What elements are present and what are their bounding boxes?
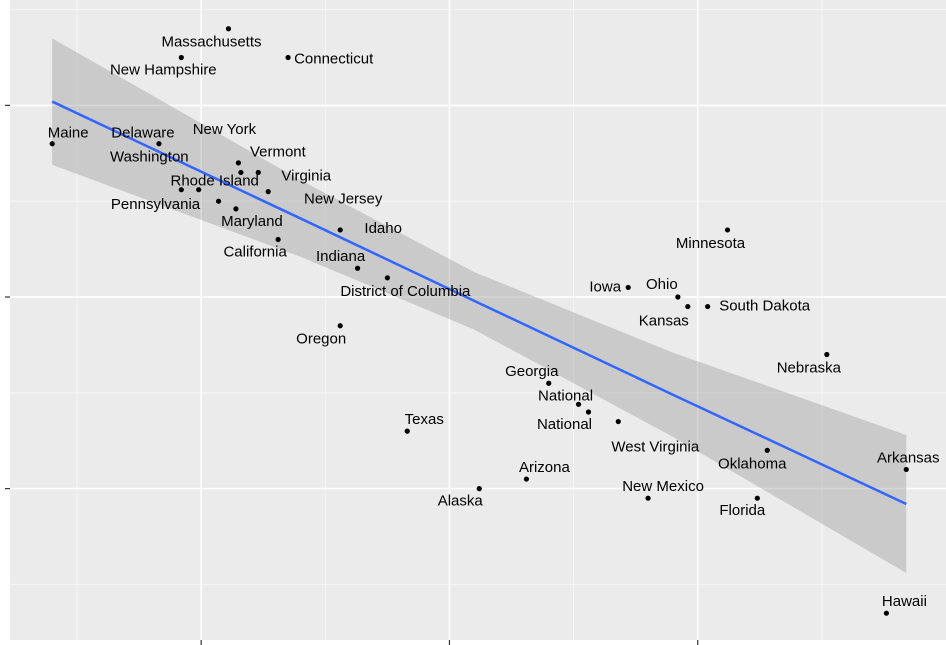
point-label: Minnesota: [676, 235, 746, 252]
point-label: Rhode Island: [170, 173, 258, 190]
point-label: National: [538, 387, 593, 404]
point-label: Indiana: [316, 248, 366, 265]
point: [238, 169, 244, 176]
point: [476, 486, 482, 492]
point: [49, 141, 55, 147]
point: [754, 495, 760, 501]
point: [705, 303, 711, 310]
point-label: Georgia: [505, 363, 559, 380]
point-label: Hawaii: [882, 593, 927, 610]
point: [546, 380, 552, 386]
point: [645, 495, 651, 501]
point: [615, 418, 621, 425]
point: [354, 265, 361, 271]
point: [156, 141, 162, 147]
point-label: Texas: [405, 411, 444, 428]
point: [523, 476, 530, 482]
point-label: Oklahoma: [718, 455, 787, 472]
point: [337, 227, 343, 233]
point-label: Arizona: [519, 459, 571, 476]
point-label: Connecticut: [294, 50, 374, 67]
point: [225, 26, 232, 32]
point-label: Iowa: [589, 278, 621, 295]
point: [337, 323, 343, 329]
point: [235, 160, 242, 166]
point: [384, 275, 390, 281]
point-label: West Virginia: [611, 439, 699, 456]
point: [883, 610, 890, 616]
point-label: Maryland: [221, 213, 283, 230]
confidence-band: [52, 38, 907, 573]
point: [824, 351, 830, 358]
plot-background: [10, 0, 946, 640]
point-label: Virginia: [281, 167, 331, 184]
point-label: Oregon: [296, 331, 346, 348]
point-label: South Dakota: [719, 298, 811, 315]
point-label: District of Columbia: [340, 283, 471, 300]
point-label: Maine: [48, 125, 89, 142]
point: [255, 169, 261, 176]
point-label: Idaho: [364, 220, 402, 237]
point-label: New Mexico: [622, 478, 704, 495]
point: [285, 54, 291, 61]
point: [675, 294, 681, 300]
point: [625, 284, 631, 291]
point-label: Washington: [110, 149, 189, 166]
point-label: New Jersey: [304, 191, 383, 208]
point-label: Ohio: [646, 276, 678, 293]
point: [585, 409, 592, 415]
point-label: Vermont: [250, 143, 307, 160]
point: [265, 189, 271, 195]
point-label: Alaska: [438, 493, 484, 510]
point: [275, 236, 281, 243]
point-label: National: [537, 416, 592, 433]
point-label: Massachusetts: [161, 34, 261, 51]
point: [764, 447, 770, 453]
point: [196, 187, 202, 193]
point-label: Kansas: [639, 313, 689, 330]
point-label: Florida: [719, 502, 766, 519]
point: [724, 227, 731, 233]
point: [685, 303, 691, 310]
point-label: Delaware: [111, 125, 174, 142]
point: [404, 428, 410, 434]
point-label: New Hampshire: [110, 61, 217, 78]
point-label: California: [223, 243, 287, 260]
fit-line: [51, 100, 907, 506]
point-label: New York: [193, 121, 257, 138]
point-label: Nebraska: [777, 359, 842, 376]
point: [178, 54, 184, 61]
point-label: Pennsylvania: [111, 196, 201, 213]
point-label: Arkansas: [877, 449, 940, 466]
point: [903, 466, 909, 473]
point: [233, 206, 239, 212]
point: [215, 198, 222, 204]
point: [178, 187, 184, 193]
point: [575, 401, 582, 407]
